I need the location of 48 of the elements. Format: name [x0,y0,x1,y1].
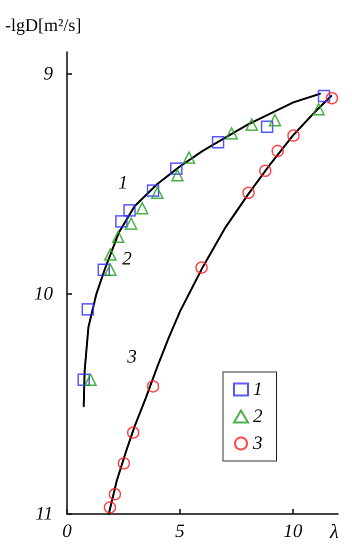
point [104,501,116,514]
point [82,303,94,316]
legend-label: 1 [253,379,262,400]
point [260,120,274,134]
point [112,230,125,244]
point [118,457,130,470]
point [212,136,224,148]
x-tick-label: 10 [283,521,303,542]
legend-label: 2 [253,406,263,427]
point [318,90,330,102]
point [124,217,138,230]
point [136,202,148,214]
point [242,186,255,200]
point [171,168,184,182]
y-tick-label: 11 [35,504,53,524]
point [170,162,183,175]
point [84,374,97,386]
point [115,215,128,228]
point [245,118,258,131]
annotation: 1 [118,172,128,194]
point [104,248,117,261]
y-tick-label: 9 [44,64,54,84]
x-tick-label: 0 [62,521,72,542]
point [98,264,110,276]
legend-label: 3 [252,433,262,454]
point [146,380,160,393]
point [146,184,160,197]
point [77,374,90,386]
point [259,164,272,178]
point [225,127,238,140]
point [195,261,208,274]
y-tick-label: 10 [34,284,54,304]
annotation: 3 [126,346,137,368]
x-axis-title: λ [329,521,339,543]
point [287,129,300,142]
y-axis-title: -lgD[m²/s] [5,15,82,35]
annotation: 2 [122,248,132,270]
point [104,264,117,276]
point [326,92,338,104]
point [312,102,325,116]
point [271,144,284,158]
point [123,204,136,217]
x-tick-label: 5 [175,521,185,542]
point [126,426,140,439]
point [268,114,282,126]
point [182,151,196,164]
point [151,186,164,200]
point [108,488,122,500]
